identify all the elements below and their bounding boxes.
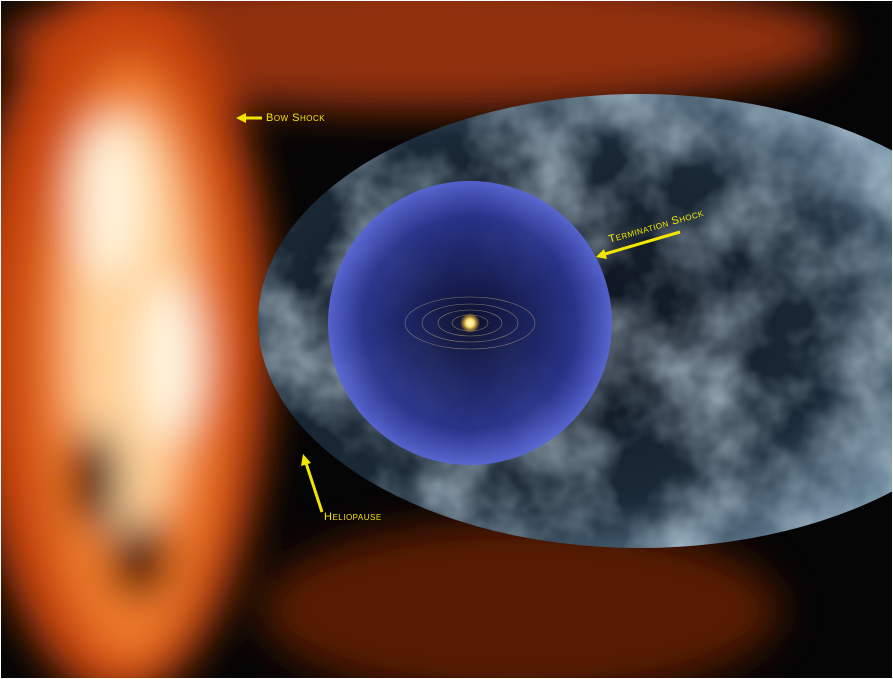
bow-shock <box>1 1 840 678</box>
arrows <box>236 113 681 513</box>
heliopause-label: Heliopause <box>324 511 382 523</box>
bow-shock-label: Bow Shock <box>266 112 325 124</box>
sun <box>460 313 480 333</box>
termination-shock-arrow <box>604 230 681 256</box>
planet-orbits <box>404 296 536 350</box>
heliopause-arrow <box>304 462 324 513</box>
